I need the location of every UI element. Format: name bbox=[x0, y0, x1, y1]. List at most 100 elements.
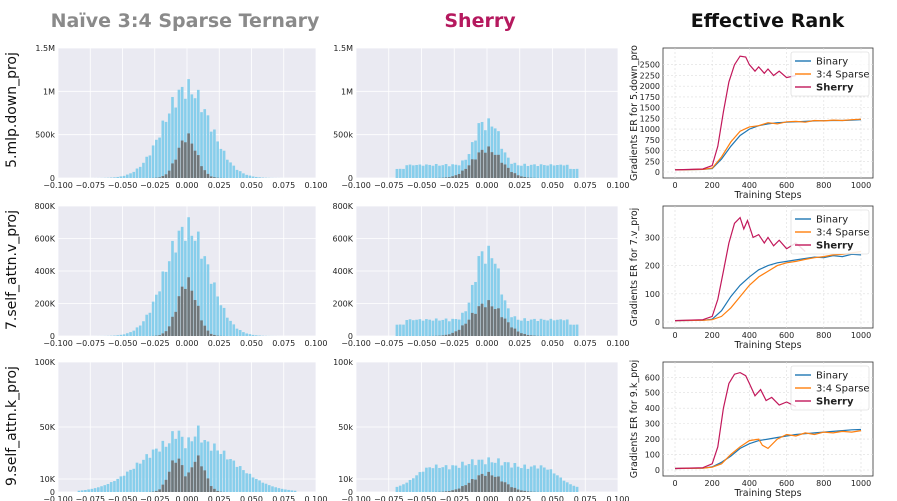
histogram-bar bbox=[408, 319, 412, 336]
title-effective-rank: Effective Rank bbox=[690, 10, 845, 32]
histogram-bar bbox=[280, 488, 284, 492]
histogram-bar bbox=[408, 164, 412, 178]
histogram-bar bbox=[520, 468, 523, 492]
x-tick-label: 0.075 bbox=[272, 181, 295, 190]
histogram-bar bbox=[174, 311, 178, 336]
legend-box bbox=[790, 365, 870, 411]
x-tick-label: 0.050 bbox=[541, 495, 564, 501]
histogram-bar bbox=[155, 139, 158, 178]
x-tick-label: 0.000 bbox=[476, 339, 499, 348]
histogram-bar bbox=[219, 305, 223, 336]
histogram-bar bbox=[454, 331, 458, 336]
histogram-bar bbox=[539, 465, 543, 492]
histogram-bar bbox=[203, 440, 207, 492]
histogram-bar bbox=[238, 330, 242, 336]
y-tick-label: 0 bbox=[348, 488, 353, 497]
histogram-bar bbox=[516, 165, 520, 178]
histogram-bar bbox=[503, 482, 507, 492]
histogram-bar bbox=[506, 157, 510, 178]
histogram-bar bbox=[177, 230, 181, 336]
histogram-bar bbox=[559, 164, 563, 178]
histogram-bar bbox=[461, 486, 464, 492]
x-axis-label: Training Steps bbox=[733, 488, 801, 499]
histogram-bar bbox=[171, 316, 174, 336]
histogram-bar bbox=[513, 487, 517, 492]
histogram-bar bbox=[448, 177, 451, 178]
histogram-bar bbox=[487, 300, 490, 336]
histogram-bar bbox=[174, 159, 178, 178]
histogram-bar bbox=[569, 168, 572, 178]
histogram-bar bbox=[213, 282, 216, 336]
y-tick-label: 100 bbox=[645, 451, 660, 460]
histogram-bar bbox=[549, 469, 553, 492]
histogram-bar bbox=[516, 331, 520, 336]
histogram-bar bbox=[520, 490, 523, 492]
x-tick-label: −0.075 bbox=[374, 181, 404, 190]
histogram-bar bbox=[226, 459, 229, 492]
histogram-bar bbox=[523, 464, 526, 492]
histogram-bar bbox=[575, 168, 579, 178]
histogram-bar bbox=[180, 140, 184, 178]
histogram-bar bbox=[132, 468, 136, 492]
histogram-bar bbox=[562, 320, 566, 336]
histogram-bar bbox=[190, 467, 194, 492]
histogram-bar bbox=[126, 333, 129, 336]
histogram-bar bbox=[206, 264, 210, 336]
y-tick-label: 0 bbox=[655, 466, 660, 475]
histogram-bar bbox=[542, 165, 546, 178]
y-tick-label: 100K bbox=[34, 358, 55, 367]
histogram-bar bbox=[145, 454, 148, 492]
histogram-bar bbox=[467, 302, 471, 336]
histogram-bar bbox=[461, 312, 464, 336]
x-tick-label: 0.100 bbox=[305, 181, 328, 190]
histogram-bar bbox=[171, 96, 174, 178]
histogram-bar bbox=[226, 317, 229, 336]
histogram-bar bbox=[503, 300, 507, 336]
histogram-bar bbox=[520, 176, 523, 178]
histogram-bar bbox=[177, 458, 181, 492]
histogram-bar bbox=[484, 152, 487, 178]
y-tick-label: 0 bbox=[50, 488, 55, 497]
histogram-bar bbox=[206, 173, 210, 178]
histogram-bar bbox=[529, 466, 533, 492]
histogram-bar bbox=[431, 165, 435, 178]
histogram-bar bbox=[255, 335, 258, 336]
histogram-bar bbox=[454, 465, 458, 492]
histogram-bar bbox=[431, 468, 435, 492]
histogram-bar bbox=[418, 472, 422, 492]
histogram-bar bbox=[93, 488, 97, 492]
histogram-bar bbox=[261, 482, 265, 492]
histogram-bar bbox=[203, 170, 207, 178]
y-tick-label: 300 bbox=[645, 233, 660, 242]
histogram-bar bbox=[451, 465, 454, 492]
histogram-bar bbox=[177, 296, 181, 336]
histogram-bar bbox=[164, 271, 168, 336]
histogram-bar bbox=[464, 159, 468, 178]
histogram-bar bbox=[402, 324, 405, 336]
y-tick-label: 50K bbox=[40, 423, 56, 432]
x-tick-label: −0.025 bbox=[140, 339, 170, 348]
histogram-bar bbox=[526, 334, 530, 336]
histogram-bar bbox=[500, 481, 504, 492]
histogram-bar bbox=[510, 317, 513, 336]
histogram-bar bbox=[526, 165, 530, 178]
histogram-bar bbox=[398, 324, 402, 336]
histogram-bar bbox=[477, 123, 481, 178]
x-tick-label: −0.075 bbox=[374, 495, 404, 501]
histogram-bar bbox=[216, 490, 219, 492]
x-tick-label: −0.050 bbox=[108, 495, 138, 501]
histogram-bar bbox=[398, 168, 402, 178]
histogram-bar bbox=[158, 291, 161, 336]
histogram-bar bbox=[467, 463, 471, 492]
series-sparse bbox=[142, 455, 232, 492]
histogram-bar bbox=[135, 168, 139, 178]
histogram-bar bbox=[171, 460, 174, 492]
histogram-bar bbox=[148, 312, 152, 336]
histogram-bar bbox=[434, 464, 438, 492]
histogram-bar bbox=[523, 333, 526, 336]
histogram-bar bbox=[464, 168, 468, 178]
y-tick-label: 200 bbox=[645, 262, 660, 271]
histogram-bar bbox=[480, 303, 484, 336]
histogram-bar bbox=[510, 163, 513, 178]
histogram-bar bbox=[408, 479, 412, 492]
